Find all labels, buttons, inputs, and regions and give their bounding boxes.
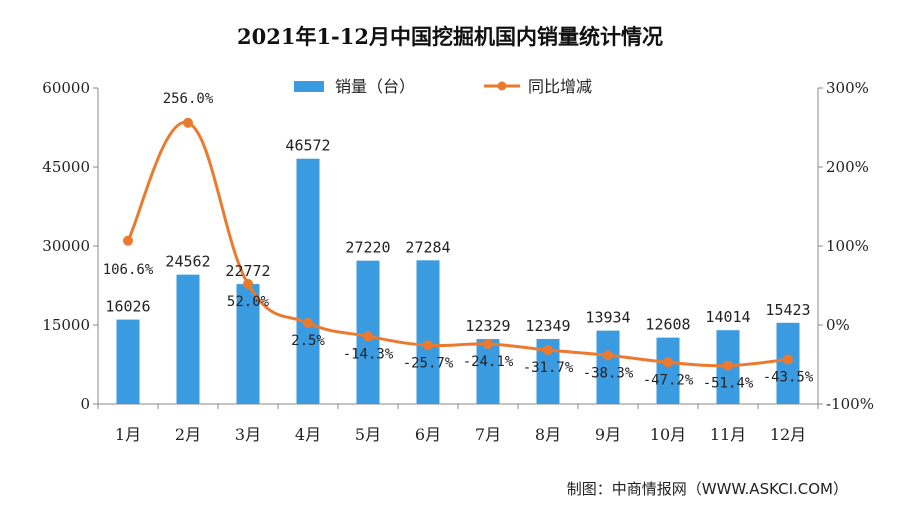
yoy-point [543,345,553,356]
bars [116,158,800,404]
bar [596,330,620,404]
axes: 0 15000 30000 45000 60000 -100% 0% 100% 200% 300%… [42,79,874,444]
bar [116,319,140,404]
yoy-point [243,278,253,289]
legend-bar-swatch [294,81,324,92]
yoy-value-label: 2.5% [291,333,325,349]
y-left-tick-label: 60000 [42,79,90,97]
x-tick-label: 6月 [415,425,441,444]
bar-value-label: 12349 [525,317,570,335]
yoy-point [423,340,433,351]
data-labels: 16026 24562 22772 46572 27220 27284 12329 12349… [103,91,814,392]
bar-value-label: 13934 [585,309,630,327]
bar [536,338,560,404]
bar-value-label: 15423 [765,301,810,319]
yoy-point [783,354,793,365]
x-tick-label: 5月 [355,425,381,444]
yoy-point [183,117,193,128]
x-tick-label: 1月 [115,425,141,444]
bar [416,260,440,404]
y-left-tick-label: 0 [80,395,90,413]
x-tick-label: 2月 [175,425,201,444]
yoy-point [123,235,133,246]
yoy-value-label: 106.6% [103,262,154,278]
legend-bar-label: 销量（台） [335,77,415,96]
yoy-point [723,360,733,371]
y-right-tick-label: 100% [826,237,869,255]
yoy-value-label: -24.1% [463,354,514,370]
x-tick-label: 3月 [235,425,261,444]
bar [656,337,680,404]
source-note: 制图：中商情报网（WWW.ASKCI.COM） [567,480,848,498]
x-tick-label: 8月 [535,425,561,444]
yoy-line [123,117,793,371]
yoy-value-label: -38.3% [583,365,634,381]
legend: 销量（台） 同比增减 [294,77,592,96]
yoy-value-label: -43.5% [763,369,814,385]
yoy-point [483,339,493,350]
bar-value-label: 22772 [225,262,270,280]
x-tick-label: 10月 [650,425,686,444]
bar [176,274,200,404]
bar-value-label: 27284 [405,238,450,256]
bar [476,339,500,404]
y-right-tick-label: -100% [826,395,874,413]
y-right-tick-label: 200% [826,158,869,176]
y-right-tick-label: 0% [826,316,850,334]
yoy-value-label: -25.7% [403,355,454,371]
y-left-tick-label: 45000 [42,158,90,176]
legend-line-marker [497,81,507,91]
x-tick-label: 4月 [295,425,321,444]
y-left-tick-label: 30000 [42,237,90,255]
yoy-value-label: -14.3% [343,346,394,362]
bar-value-label: 12608 [645,316,690,334]
yoy-value-label: 256.0% [163,91,214,107]
yoy-value-label: 52.0% [227,294,270,310]
yoy-value-label: -47.2% [643,372,694,388]
y-right-tick-label: 300% [826,79,869,97]
x-tick-label: 11月 [710,425,746,444]
bar-value-label: 27220 [345,239,390,257]
y-left-tick-label: 15000 [42,316,90,334]
bar-value-label: 46572 [285,137,330,155]
yoy-point [363,331,373,342]
bar [296,158,320,404]
chart-title: 2021年1-12月中国挖掘机国内销量统计情况 [237,24,663,49]
legend-line-label: 同比增减 [528,77,592,96]
bar-value-label: 24562 [165,253,210,271]
x-tick-label: 9月 [595,425,621,444]
yoy-point [663,357,673,368]
x-tick-label: 12月 [770,425,806,444]
bar-value-label: 12329 [465,317,510,335]
yoy-point [603,350,613,361]
yoy-value-label: -31.7% [523,360,574,376]
bar [236,284,260,404]
yoy-value-label: -51.4% [703,376,754,392]
bar-value-label: 14014 [705,308,750,326]
bar-value-label: 16026 [105,298,150,316]
yoy-point [303,318,313,329]
x-tick-label: 7月 [475,425,501,444]
